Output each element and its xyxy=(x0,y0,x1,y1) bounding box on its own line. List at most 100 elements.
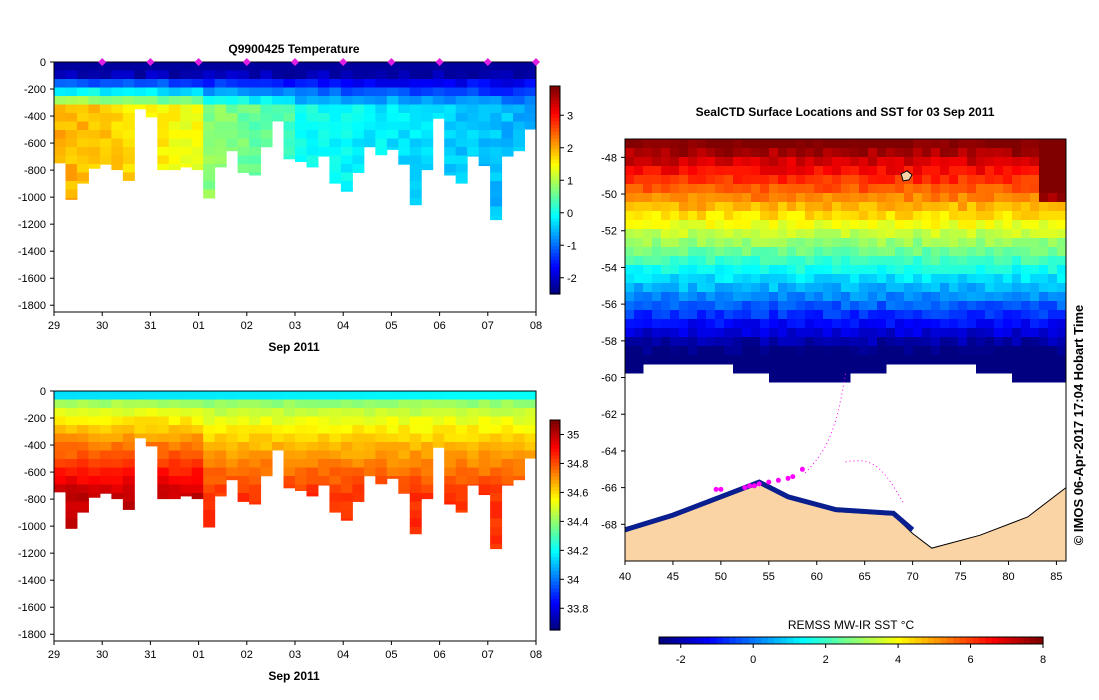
section-cell xyxy=(329,121,342,131)
sst-cell xyxy=(1003,310,1013,320)
sst-cell xyxy=(985,301,995,311)
section-cell xyxy=(444,113,457,122)
section-cell xyxy=(65,501,78,511)
section-cell xyxy=(352,104,365,114)
sst-cell xyxy=(652,283,662,293)
section-cell xyxy=(386,391,399,400)
sst-cell xyxy=(922,229,932,239)
sst-cell xyxy=(787,184,797,194)
section-cell xyxy=(352,121,365,131)
section-cell xyxy=(398,87,411,97)
sst-cell xyxy=(643,310,653,320)
x-tick-label: 06 xyxy=(433,649,445,661)
sst-cell xyxy=(661,265,671,275)
colorbar-swatch xyxy=(1030,637,1038,644)
section-cell xyxy=(191,391,204,400)
section-cell xyxy=(157,104,170,114)
section-cell xyxy=(444,87,457,97)
sst-colorbar: -2 0 2 4 6 8 xyxy=(658,636,1046,666)
y-tick-label: -400 xyxy=(24,440,46,452)
section-cell xyxy=(363,113,376,122)
sst-cell xyxy=(1048,310,1058,320)
colorbar-swatch xyxy=(550,490,560,495)
sst-cell xyxy=(769,301,779,311)
sst-cell xyxy=(931,175,941,185)
sst-cell xyxy=(868,202,878,212)
sst-cell xyxy=(778,148,788,158)
section-cell xyxy=(490,391,503,400)
section-cell xyxy=(432,104,445,114)
temperature-y-axis: 0-200-400-600-800-1000-1200-1400-1600-18… xyxy=(18,57,54,312)
sst-cell xyxy=(778,193,788,203)
section-cell xyxy=(467,416,480,426)
sst-cell xyxy=(967,139,977,149)
section-cell xyxy=(432,62,445,71)
sst-cell xyxy=(976,301,986,311)
section-cell xyxy=(214,433,227,443)
sst-cell xyxy=(922,175,932,185)
section-cell xyxy=(375,467,388,477)
x-tick-label: 02 xyxy=(241,649,253,661)
y-tick-label: -1400 xyxy=(18,246,46,258)
section-cell xyxy=(329,113,342,122)
section-cell xyxy=(306,425,319,434)
section-cell xyxy=(283,442,296,451)
sst-cell xyxy=(742,247,752,257)
section-cell xyxy=(363,391,376,400)
sst-cell xyxy=(814,346,824,356)
y-tick-label: -200 xyxy=(24,413,46,425)
section-cell xyxy=(260,467,273,477)
sst-cell xyxy=(742,355,752,365)
section-cell xyxy=(329,70,342,80)
section-cell xyxy=(54,476,66,485)
sst-cell xyxy=(886,328,896,338)
colorbar-swatch xyxy=(550,158,560,163)
section-cell xyxy=(490,155,503,165)
section-cell xyxy=(490,535,503,545)
sst-cell xyxy=(877,319,887,329)
sst-cell xyxy=(958,175,968,185)
sst-cell xyxy=(742,256,752,266)
section-cell xyxy=(398,416,411,426)
section-cell xyxy=(134,87,147,97)
sst-cell xyxy=(1021,373,1031,383)
track-point xyxy=(718,486,724,492)
section-cell xyxy=(409,518,422,528)
sst-cell xyxy=(868,193,878,203)
sst-cell xyxy=(715,247,725,257)
sst-cell xyxy=(634,364,644,374)
sst-cell xyxy=(931,220,941,230)
colorbar-swatch xyxy=(659,637,666,644)
sst-cell xyxy=(958,256,968,266)
sst-cell xyxy=(913,292,923,302)
section-cell xyxy=(168,130,181,139)
sst-cell xyxy=(985,256,995,266)
sst-cell xyxy=(832,346,842,356)
section-cell xyxy=(145,399,158,409)
section-cell xyxy=(122,138,135,148)
sst-cell xyxy=(976,256,986,266)
sst-cell xyxy=(769,337,779,347)
sst-cell xyxy=(949,193,959,203)
sst-cell xyxy=(958,247,968,257)
sst-cell xyxy=(895,229,905,239)
x-tick-label: 04 xyxy=(337,320,349,332)
colorbar-swatch xyxy=(716,637,724,644)
section-cell xyxy=(203,425,216,434)
section-cell xyxy=(203,501,216,511)
section-cell xyxy=(317,147,330,156)
colorbar-swatch xyxy=(550,138,560,143)
section-cell xyxy=(444,493,457,502)
sst-cell xyxy=(706,148,716,158)
section-cell xyxy=(249,416,262,426)
section-cell xyxy=(122,399,135,409)
section-cell xyxy=(444,416,457,426)
colorbar-tick-label: 3 xyxy=(567,110,573,122)
sst-cell xyxy=(1012,184,1022,194)
sst-cell xyxy=(724,310,734,320)
sst-cell xyxy=(967,265,977,275)
sst-cell xyxy=(931,238,941,248)
sst-cell xyxy=(724,166,734,176)
sst-cell xyxy=(922,337,932,347)
section-cell xyxy=(99,79,112,88)
